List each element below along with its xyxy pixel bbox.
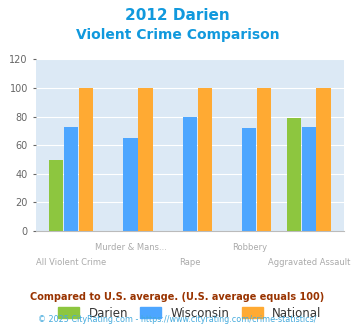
Bar (64, 127, 78, 231)
Bar (138, 88, 153, 231)
Bar (242, 128, 256, 231)
Text: Aggravated Assault: Aggravated Assault (268, 258, 350, 267)
Text: Robbery: Robbery (232, 243, 267, 252)
Bar (257, 88, 271, 231)
Bar (183, 116, 197, 231)
Bar (198, 88, 212, 231)
Text: Compared to U.S. average. (U.S. average equals 100): Compared to U.S. average. (U.S. average … (31, 292, 324, 302)
Bar (287, 118, 301, 231)
Text: All Violent Crime: All Violent Crime (36, 258, 106, 267)
Legend: Darien, Wisconsin, National: Darien, Wisconsin, National (54, 302, 326, 325)
Bar (316, 88, 331, 231)
Text: Violent Crime Comparison: Violent Crime Comparison (76, 28, 279, 42)
Text: 2012 Darien: 2012 Darien (125, 8, 230, 23)
Bar (49, 159, 64, 231)
Bar (124, 138, 138, 231)
Text: Rape: Rape (179, 258, 201, 267)
Text: © 2025 CityRating.com - https://www.cityrating.com/crime-statistics/: © 2025 CityRating.com - https://www.city… (38, 315, 317, 324)
Bar (79, 88, 93, 231)
Text: Murder & Mans...: Murder & Mans... (94, 243, 166, 252)
Bar (302, 127, 316, 231)
